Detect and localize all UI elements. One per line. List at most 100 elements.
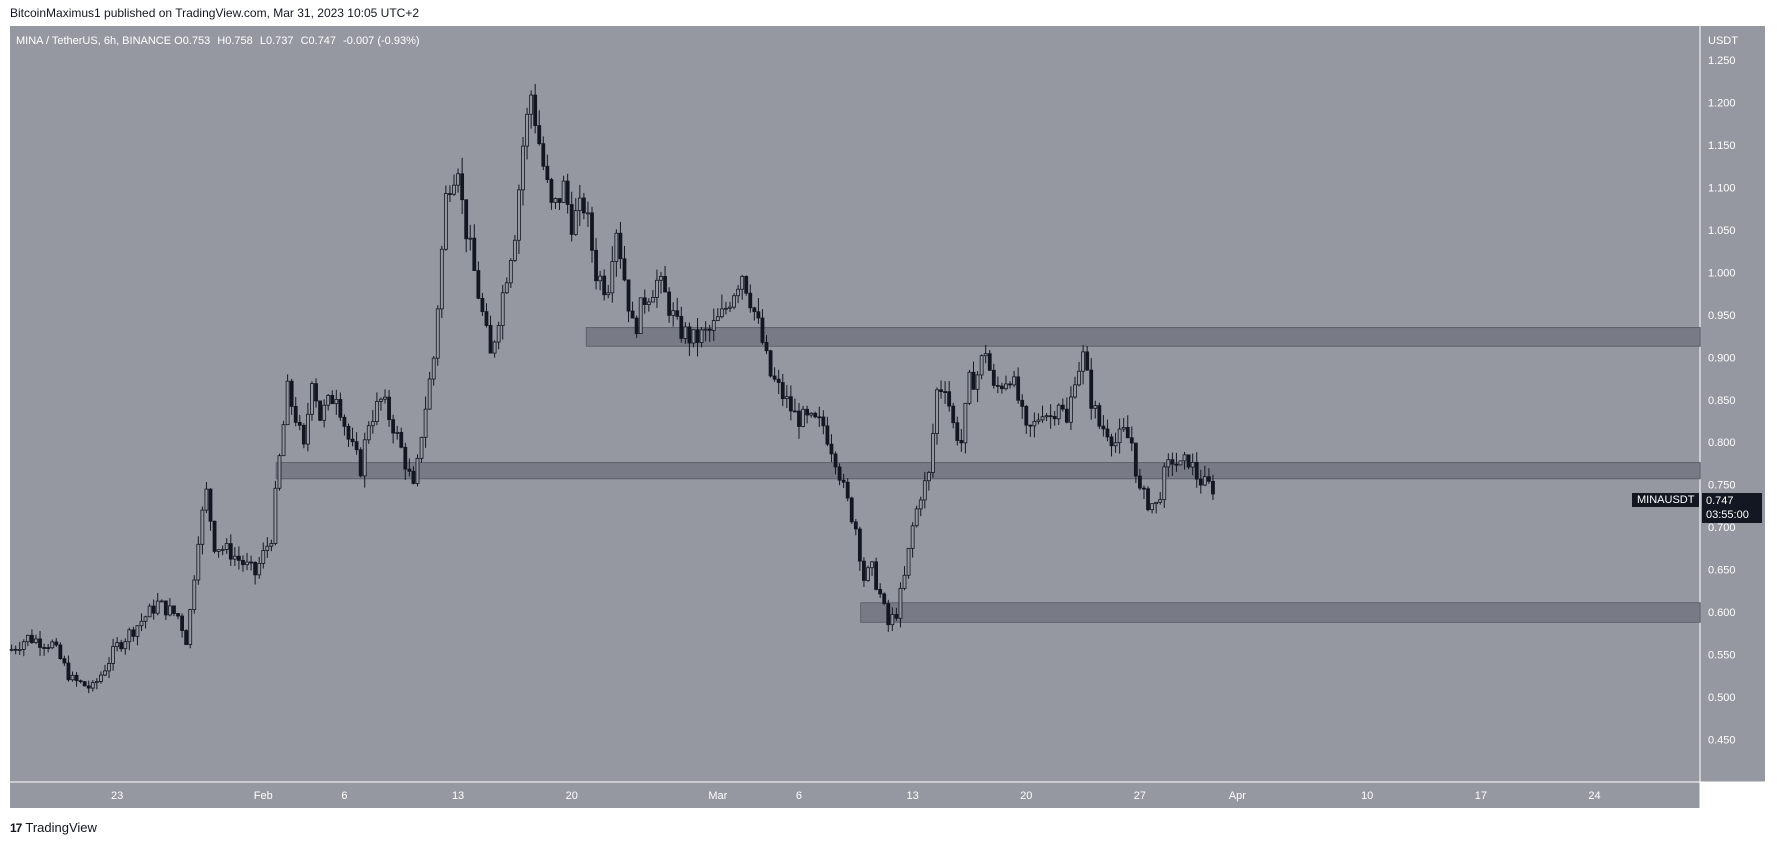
candle-body xyxy=(90,682,95,689)
candle-body xyxy=(829,443,834,455)
candle-body xyxy=(541,143,546,167)
candle-body xyxy=(322,404,327,421)
candle-body xyxy=(533,94,538,126)
candle-body xyxy=(849,497,854,523)
candle-body xyxy=(667,291,672,316)
candle-body xyxy=(776,378,781,383)
candle-body xyxy=(650,297,655,303)
candle-body xyxy=(220,549,225,551)
candle-body xyxy=(788,396,793,412)
candle-body xyxy=(971,371,976,390)
candle-body xyxy=(25,634,30,643)
candle-body xyxy=(452,184,456,195)
candle-body xyxy=(318,400,322,421)
legend-open-value: 0.753 xyxy=(182,35,211,47)
candle-body xyxy=(9,648,14,651)
candle-body xyxy=(172,605,176,614)
candle-body xyxy=(107,663,111,672)
candle-body xyxy=(642,297,647,305)
candle-body xyxy=(460,173,465,201)
time-tick-label: 10 xyxy=(1361,790,1373,802)
candle-body xyxy=(1133,442,1138,477)
plot-background xyxy=(10,26,1700,782)
candle-body xyxy=(431,357,436,380)
candle-body xyxy=(902,574,907,589)
candle-body xyxy=(285,380,290,426)
candle-body xyxy=(740,276,745,290)
candle-body xyxy=(508,260,513,284)
candle-body xyxy=(797,410,801,427)
candle-body xyxy=(906,547,911,576)
candle-body xyxy=(131,629,136,637)
price-tick-label: 0.450 xyxy=(1708,735,1736,747)
candle-body xyxy=(58,644,63,660)
candle-body xyxy=(853,521,858,530)
candle-body xyxy=(273,487,278,544)
price-tick-label: 1.250 xyxy=(1708,55,1736,67)
candle-body xyxy=(760,317,765,343)
candle-body xyxy=(622,258,627,281)
candle-body xyxy=(1040,416,1045,421)
candle-body xyxy=(135,625,140,637)
candle-body xyxy=(1028,424,1033,427)
candle-body xyxy=(1081,351,1085,372)
candle-body xyxy=(472,237,477,271)
candle-body xyxy=(845,481,850,499)
price-tick-label: 1.150 xyxy=(1708,140,1736,152)
legend-high-value: 0.758 xyxy=(225,35,253,47)
candle-body xyxy=(119,642,124,650)
candle-body xyxy=(866,567,870,581)
candle-body xyxy=(350,438,355,443)
candle-body xyxy=(427,378,432,410)
candle-body xyxy=(748,292,753,309)
candle-body xyxy=(370,421,375,427)
candle-body xyxy=(407,468,412,472)
candle-body xyxy=(464,199,469,240)
candle-body xyxy=(983,353,988,357)
candle-body xyxy=(38,638,42,648)
candle-body xyxy=(1089,369,1094,409)
candle-body xyxy=(634,317,639,335)
price-tick-label: 0.700 xyxy=(1708,522,1736,534)
candle-body xyxy=(1077,370,1081,386)
time-tick-label: 20 xyxy=(1020,790,1032,802)
candle-body xyxy=(151,605,156,614)
candle-body xyxy=(127,629,132,643)
candle-body xyxy=(943,391,948,393)
candle-body xyxy=(94,681,99,684)
candle-body xyxy=(34,638,38,643)
candle-body xyxy=(383,396,387,400)
candle-body xyxy=(1000,385,1004,390)
price-tick-label: 1.000 xyxy=(1708,267,1736,279)
candle-body xyxy=(111,646,115,664)
candle-body xyxy=(987,353,992,371)
candle-body xyxy=(78,680,83,683)
candle-body xyxy=(1190,462,1195,468)
candle-body xyxy=(435,308,440,359)
footer-brand-text: TradingView xyxy=(25,820,97,835)
candle-body xyxy=(419,436,424,459)
candle-body xyxy=(955,422,960,441)
candle-body xyxy=(659,275,663,281)
candle-body xyxy=(594,249,598,282)
candle-body xyxy=(894,614,899,619)
candle-body xyxy=(1097,405,1102,427)
candle-body xyxy=(813,412,818,418)
candle-body xyxy=(1146,488,1150,511)
candle-body xyxy=(772,375,777,380)
candle-body xyxy=(1060,404,1065,410)
candle-body xyxy=(1170,459,1175,465)
legend-change: -0.007 (-0.93%) xyxy=(343,35,420,47)
candle-body xyxy=(1142,487,1146,490)
candle-body xyxy=(784,396,789,400)
time-tick-label: 16 xyxy=(0,790,10,802)
candle-body xyxy=(890,614,895,626)
candle-body xyxy=(1198,478,1203,486)
time-tick-label: 27 xyxy=(1134,790,1146,802)
candle-body xyxy=(1048,415,1053,418)
candle-body xyxy=(261,550,266,564)
candle-body xyxy=(675,310,680,317)
candle-body xyxy=(50,641,55,649)
candle-body xyxy=(1158,499,1163,503)
